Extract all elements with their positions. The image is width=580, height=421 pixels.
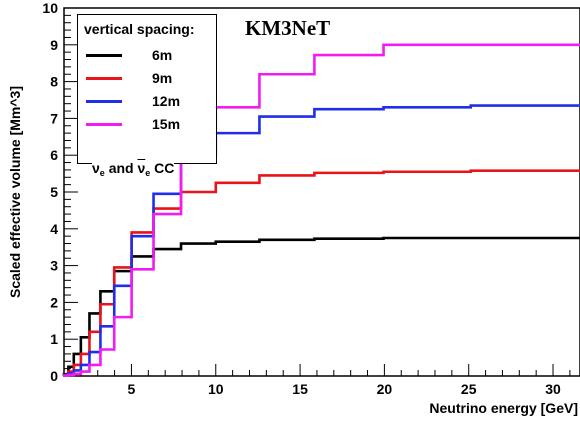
channel-join: and — [104, 160, 138, 176]
y-tick-label-5: 5 — [50, 184, 58, 200]
legend-label-12m: 12m — [152, 93, 181, 109]
legend-item-9m: 9m — [84, 68, 210, 88]
legend-item-12m: 12m — [84, 91, 210, 111]
x-axis-label: Neutrino energy [GeV] — [429, 400, 578, 416]
y-tick-label-9: 9 — [50, 37, 58, 53]
legend-swatch-12m — [86, 100, 122, 103]
legend-swatch-6m — [86, 54, 122, 57]
x-tick-label-5: 5 — [128, 381, 136, 397]
channel-annotation: νe and νe CC — [92, 160, 175, 178]
legend-title: vertical spacing: — [84, 21, 195, 37]
km3net-label: KM3NeT — [242, 16, 334, 41]
series-lines — [62, 43, 580, 377]
nu-symbol: ν — [92, 160, 100, 176]
y-tick-label-10: 10 — [42, 0, 58, 16]
y-axis-label: Scaled effective volume [Mm^3] — [7, 86, 23, 298]
legend-swatch-15m — [86, 123, 122, 126]
x-tick-label-10: 10 — [208, 381, 224, 397]
x-tick-label-15: 15 — [292, 381, 308, 397]
antinu-symbol: ν — [137, 160, 146, 176]
y-tick-label-0: 0 — [50, 368, 58, 384]
y-tick-label-6: 6 — [50, 147, 58, 163]
y-tick-label-2: 2 — [50, 294, 58, 310]
legend-item-15m: 15m — [84, 114, 210, 134]
y-tick-label-1: 1 — [50, 331, 58, 347]
channel-suffix: CC — [150, 160, 175, 176]
x-tick-label-30: 30 — [545, 381, 561, 397]
x-tick-label-25: 25 — [461, 381, 477, 397]
series-12m — [62, 104, 580, 377]
series-6m — [62, 236, 580, 376]
y-tick-label-3: 3 — [50, 258, 58, 274]
y-tick-label-4: 4 — [50, 221, 58, 237]
nu-flavor: e — [99, 168, 105, 178]
y-tick-label-7: 7 — [50, 110, 58, 126]
x-tick-label-20: 20 — [377, 381, 393, 397]
legend: vertical spacing: 6m 9m 12m 15m — [77, 14, 217, 164]
series-9m — [62, 169, 580, 377]
y-tick-label-8: 8 — [50, 74, 58, 90]
axis-ticks: 0 1 2 3 4 5 6 7 8 9 10 5 10 15 20 25 30 — [42, 0, 571, 397]
legend-label-9m: 9m — [152, 70, 173, 86]
antinu-flavor: e — [145, 168, 151, 178]
series-15m — [62, 43, 580, 377]
legend-item-6m: 6m — [84, 45, 210, 65]
legend-label-15m: 15m — [152, 116, 181, 132]
legend-swatch-9m — [86, 77, 122, 80]
legend-label-6m: 6m — [152, 47, 173, 63]
